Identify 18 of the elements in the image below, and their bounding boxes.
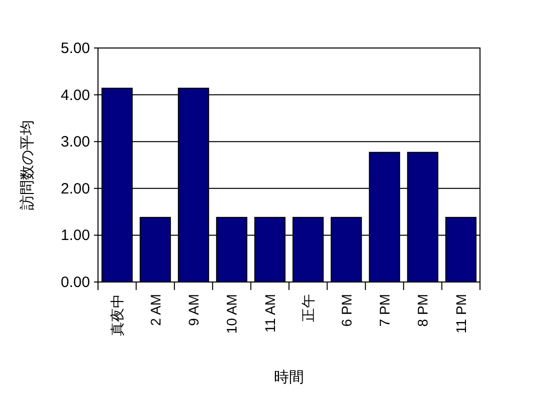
- x-tick-label: 真夜中: [109, 294, 126, 336]
- x-tick-label: 8 PM: [414, 294, 431, 327]
- y-axis-title: 訪問数の平均: [19, 120, 36, 210]
- y-tick-label: 3.00: [60, 134, 90, 151]
- x-tick-label: 正午: [300, 294, 316, 322]
- y-tick-label: 0.00: [60, 274, 90, 291]
- y-tick-label: 1.00: [60, 227, 90, 244]
- y-tick-label: 2.00: [60, 180, 90, 198]
- x-tick-label: 11 PM: [452, 294, 469, 334]
- x-axis-title: 時間: [274, 369, 304, 386]
- x-tick-label: 10 AM: [224, 294, 240, 334]
- x-tick-label: 2 AM: [147, 294, 164, 326]
- y-tick-label: 5.00: [60, 40, 90, 57]
- x-tick-label: 6 PM: [338, 294, 354, 327]
- x-tick-label: 7 PM: [376, 294, 392, 327]
- x-tick-label: 9 AM: [186, 294, 202, 326]
- x-tick-label: 11 AM: [262, 294, 278, 333]
- y-tick-label: 4.00: [60, 86, 90, 104]
